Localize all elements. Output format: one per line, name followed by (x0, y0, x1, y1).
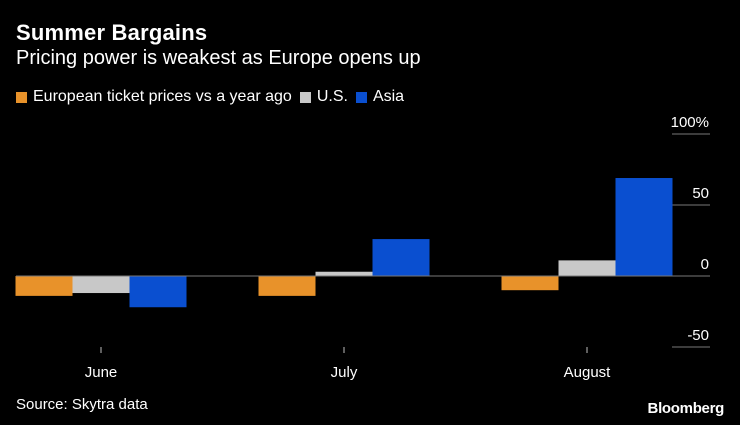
bar-asia-july (372, 239, 430, 276)
legend: European ticket prices vs a year ago U.S… (16, 88, 412, 106)
chart-subtitle: Pricing power is weakest as Europe opens… (16, 47, 421, 69)
y-tick-label: 100% (671, 114, 709, 131)
y-tick-label: -50 (687, 327, 709, 344)
legend-label-us: U.S. (316, 88, 348, 105)
legend-swatch-asia (355, 91, 367, 103)
bloomberg-logo: Bloomberg (647, 400, 725, 417)
legend-label-asia: Asia (372, 88, 405, 105)
bar-europe-june (15, 276, 73, 296)
x-tick-label-august: August (564, 364, 612, 381)
legend-item-us: U.S. (299, 88, 348, 106)
legend-item-asia: Asia (355, 88, 405, 106)
y-tick-label: 0 (701, 256, 709, 273)
x-tick-label-july: July (331, 364, 358, 381)
bar-europe-july (258, 276, 316, 296)
bar-us-august (558, 260, 616, 276)
y-tick-label: 50 (692, 185, 709, 202)
x-tick-label-june: June (85, 364, 118, 381)
bar-us-june (72, 276, 130, 294)
bar-asia-june (129, 276, 187, 308)
legend-item-europe: European ticket prices vs a year ago (16, 88, 292, 106)
legend-swatch-europe (16, 91, 27, 103)
bar-asia-august (615, 178, 673, 276)
legend-swatch-us (299, 91, 311, 103)
source-note: Source: Skytra data (16, 396, 148, 413)
bar-europe-august (501, 276, 559, 291)
chart-title: Summer Bargains (16, 20, 208, 45)
legend-label-europe: European ticket prices vs a year ago (33, 88, 292, 105)
bar-us-july (315, 271, 373, 276)
